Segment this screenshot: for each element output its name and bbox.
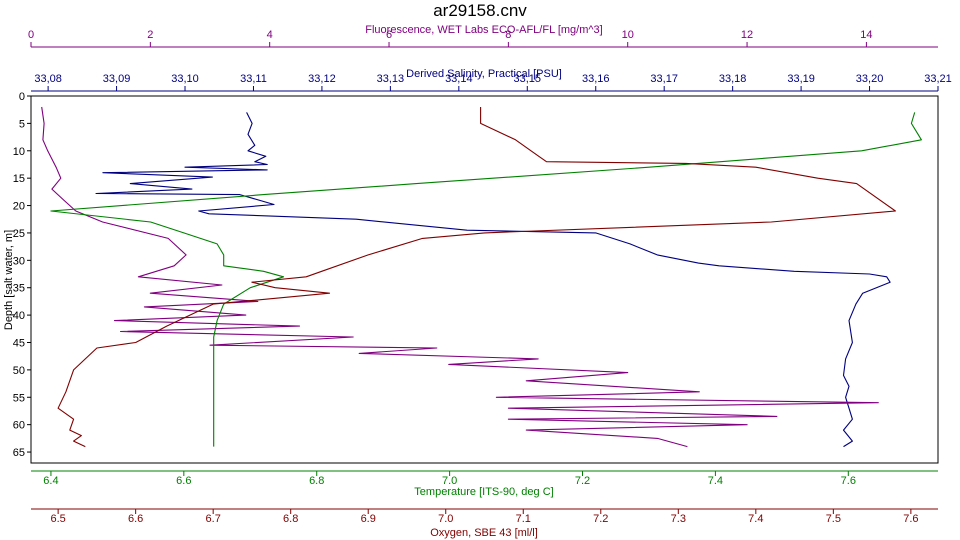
fluorescence-axis-label: Fluorescence, WET Labs ECO-AFL/FL [mg/m^… xyxy=(365,24,602,36)
salinity-tick-label: 33,10 xyxy=(171,73,199,85)
temperature-tick-label: 7.0 xyxy=(442,475,457,487)
salinity-tick-label: 33,12 xyxy=(308,73,336,85)
depth-tick-label: 25 xyxy=(13,228,25,240)
depth-tick-label: 10 xyxy=(13,146,25,158)
depth-tick-label: 30 xyxy=(13,255,25,267)
fluorescence-tick-label: 0 xyxy=(28,29,34,41)
depth-axis-label: Depth [salt water, m] xyxy=(3,230,15,330)
salinity-tick-label: 33,20 xyxy=(856,73,884,85)
plot-area-frame xyxy=(30,95,939,464)
temperature-tick-label: 6.4 xyxy=(43,475,58,487)
salinity-tick-label: 33,18 xyxy=(719,73,747,85)
salinity-tick-label: 33,19 xyxy=(787,73,815,85)
depth-tick-label: 45 xyxy=(13,337,25,349)
depth-tick-label: 0 xyxy=(19,91,25,103)
salinity-tick-label: 33,13 xyxy=(377,73,405,85)
salinity-tick-label: 33,21 xyxy=(924,73,952,85)
depth-tick-label: 5 xyxy=(19,118,25,130)
oxygen-axis-label: Oxygen, SBE 43 [ml/l] xyxy=(430,527,538,539)
depth-tick-label: 55 xyxy=(13,392,25,404)
depth-tick-label: 35 xyxy=(13,283,25,295)
depth-tick-label: 15 xyxy=(13,173,25,185)
salinity-tick-label: 33,16 xyxy=(582,73,610,85)
oxygen-profile-line xyxy=(57,107,896,448)
oxygen-tick-label: 6.9 xyxy=(361,513,376,525)
oxygen-tick-label: 7.0 xyxy=(438,513,453,525)
salinity-tick-label: 33,08 xyxy=(34,73,62,85)
oxygen-tick-label: 7.1 xyxy=(516,513,531,525)
depth-tick-label: 65 xyxy=(13,447,25,459)
temperature-tick-label: 7.4 xyxy=(708,475,723,487)
fluorescence-tick-label: 4 xyxy=(267,29,273,41)
depth-tick-label: 40 xyxy=(13,310,25,322)
temperature-axis-label: Temperature [ITS-90, deg C] xyxy=(414,486,553,498)
fluorescence-tick-label: 2 xyxy=(147,29,153,41)
oxygen-tick-label: 6.6 xyxy=(128,513,143,525)
depth-axis: Depth [salt water, m] 0 5 10 15 20 25 30 35 40 45… xyxy=(3,91,32,463)
salinity-axis: Derived Salinity, Practical [PSU] 33,08 3… xyxy=(31,68,952,92)
salinity-tick-label: 33,15 xyxy=(514,73,542,85)
series-layer xyxy=(41,106,922,448)
oxygen-tick-label: 7.5 xyxy=(826,513,841,525)
temperature-axis: Temperature [ITS-90, deg C] 6.4 6.6 6.8 7.0… xyxy=(31,470,938,498)
salinity-tick-label: 33,09 xyxy=(103,73,131,85)
oxygen-tick-label: 7.2 xyxy=(593,513,608,525)
salinity-axis-label: Derived Salinity, Practical [PSU] xyxy=(406,68,562,80)
depth-tick-label: 60 xyxy=(13,420,25,432)
temperature-tick-label: 6.6 xyxy=(176,475,191,487)
oxygen-axis: Oxygen, SBE 43 [ml/l] 6.5 6.6 6.7 6.8 6.9 7.0… xyxy=(31,508,938,539)
oxygen-tick-label: 7.3 xyxy=(671,513,686,525)
fluorescence-tick-label: 10 xyxy=(622,29,634,41)
salinity-tick-label: 33,17 xyxy=(650,73,678,85)
oxygen-tick-label: 7.4 xyxy=(748,513,763,525)
fluorescence-axis: Fluorescence, WET Labs ECO-AFL/FL [mg/m^… xyxy=(28,24,938,48)
oxygen-tick-label: 6.5 xyxy=(50,513,65,525)
temperature-tick-label: 7.2 xyxy=(575,475,590,487)
temperature-tick-label: 6.8 xyxy=(309,475,324,487)
temperature-tick-label: 7.6 xyxy=(841,475,856,487)
fluorescence-tick-label: 12 xyxy=(741,29,753,41)
salinity-tick-label: 33,11 xyxy=(240,73,267,85)
fluorescence-tick-label: 6 xyxy=(386,29,392,41)
fluorescence-tick-label: 8 xyxy=(505,29,511,41)
oxygen-tick-label: 6.8 xyxy=(283,513,298,525)
depth-tick-label: 50 xyxy=(13,365,25,377)
salinity-profile-line xyxy=(95,112,891,448)
salinity-tick-label: 33,14 xyxy=(445,73,473,85)
chart-title: ar29158.cnv xyxy=(433,1,527,20)
fluorescence-tick-label: 14 xyxy=(860,29,872,41)
depth-tick-label: 20 xyxy=(13,201,25,213)
fluorescence-profile-line xyxy=(41,106,879,448)
oxygen-tick-label: 7.6 xyxy=(903,513,918,525)
temperature-profile-line xyxy=(50,112,922,447)
oxygen-tick-label: 6.7 xyxy=(206,513,221,525)
